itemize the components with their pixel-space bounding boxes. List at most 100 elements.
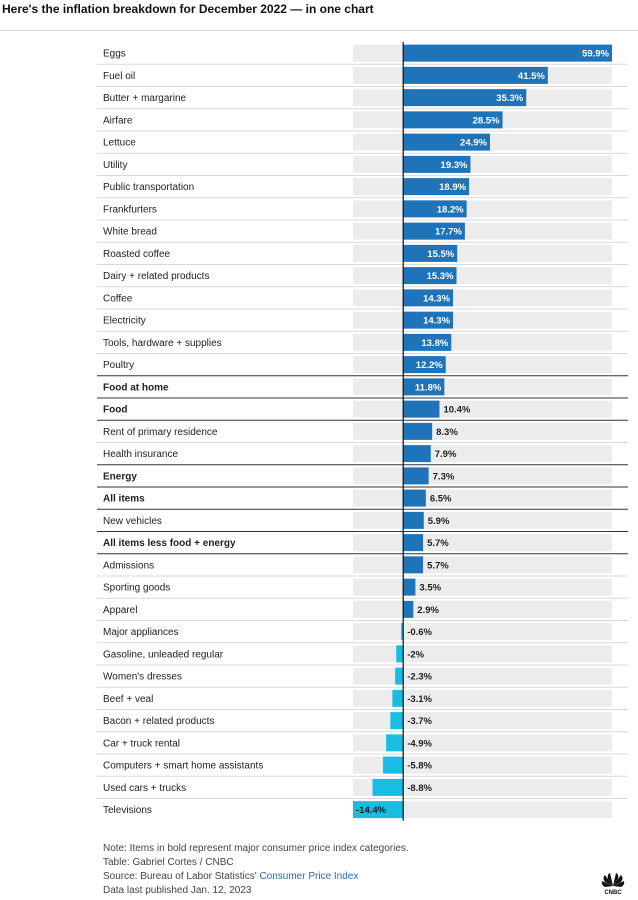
value-label: 6.5% [430, 494, 452, 505]
value-label: 18.9% [439, 182, 466, 193]
bar [403, 600, 414, 618]
category-label: Sporting goods [103, 583, 170, 594]
value-label: 7.3% [433, 471, 455, 482]
category-label: Fuel oil [103, 71, 135, 82]
value-label: 59.9% [582, 49, 609, 60]
value-label: 24.9% [460, 138, 487, 149]
value-label: 14.3% [423, 316, 450, 327]
category-label: Frankfurters [103, 204, 157, 215]
category-label: Coffee [103, 293, 133, 304]
value-label: -3.7% [407, 716, 432, 727]
bar [403, 89, 527, 107]
category-label: Food at home [103, 382, 169, 393]
category-label: Health insurance [103, 449, 178, 460]
category-label: Beef + veal [103, 694, 153, 705]
value-label: -3.1% [407, 694, 432, 705]
bar-track [353, 400, 612, 418]
value-label: -0.6% [407, 627, 432, 638]
bar [403, 578, 416, 596]
bar [403, 289, 454, 307]
source-prefix: Source: Bureau of Labor Statistics' [103, 871, 260, 882]
bar [396, 645, 404, 663]
bar-track [353, 378, 612, 396]
category-label: Televisions [103, 805, 152, 816]
category-label: Dairy + related products [103, 271, 209, 282]
bar [403, 556, 424, 574]
bar [403, 445, 431, 463]
bar-track [353, 222, 612, 240]
bar-track [353, 734, 612, 752]
bar [382, 756, 404, 774]
header-divider [0, 30, 638, 31]
value-label: 19.3% [441, 160, 468, 171]
bar-track [353, 356, 612, 374]
category-label: Energy [103, 471, 137, 482]
category-label: White bread [103, 227, 157, 238]
bar [403, 356, 446, 374]
bar [372, 778, 404, 796]
value-label: -2.3% [407, 672, 432, 683]
bar-track [353, 600, 612, 618]
bar [386, 734, 404, 752]
bar-track [353, 289, 612, 307]
value-label: -2% [407, 649, 424, 660]
bar [403, 222, 465, 240]
value-label: -4.9% [407, 738, 432, 749]
value-label: 8.3% [436, 427, 458, 438]
value-label: 10.4% [443, 405, 470, 416]
published-date: Data last published Jan. 12, 2023 [103, 885, 252, 896]
category-label: Eggs [103, 49, 126, 60]
category-label: All items [103, 494, 145, 505]
value-label: 12.2% [416, 360, 443, 371]
value-label: 11.8% [415, 382, 442, 393]
bar-track [353, 556, 612, 574]
bar-track [353, 422, 612, 440]
bar-track [353, 801, 612, 819]
bar-track [353, 623, 612, 641]
category-label: New vehicles [103, 516, 162, 527]
bar-track [353, 155, 612, 173]
category-label: Utility [103, 160, 127, 171]
category-label: Public transportation [103, 182, 194, 193]
value-label: 18.2% [437, 204, 464, 215]
bar-track [353, 756, 612, 774]
category-label: Electricity [103, 316, 146, 327]
chart-notes: Note: Items in bold represent major cons… [103, 842, 409, 898]
bar [403, 333, 452, 351]
bar-track [353, 311, 612, 329]
bar [403, 244, 458, 262]
source-line: Source: Bureau of Labor Statistics' Cons… [103, 870, 409, 884]
bar [353, 801, 404, 819]
category-label: Major appliances [103, 627, 179, 638]
category-label: Bacon + related products [103, 716, 214, 727]
bar [403, 534, 424, 552]
bar [403, 200, 467, 218]
value-label: 14.3% [423, 293, 450, 304]
bar-track [353, 489, 612, 507]
value-label: 5.9% [428, 516, 450, 527]
category-label: Airfare [103, 115, 133, 126]
category-label: Women's dresses [103, 672, 182, 683]
bar-track [353, 578, 612, 596]
value-label: 17.7% [435, 227, 462, 238]
bar [395, 667, 404, 685]
category-label: Gasoline, unleaded regular [103, 649, 224, 660]
bar-track [353, 645, 612, 663]
bar-track [353, 445, 612, 463]
bar [403, 400, 440, 418]
source-link[interactable]: Consumer Price Index [259, 871, 359, 882]
bar [403, 267, 457, 285]
value-label: 2.9% [417, 605, 439, 616]
bar [403, 311, 454, 329]
category-label: Car + truck rental [103, 738, 180, 749]
bar-track [353, 712, 612, 730]
bar [403, 489, 426, 507]
value-label: 28.5% [473, 115, 500, 126]
value-label: 15.3% [427, 271, 454, 282]
cnbc-peacock-icon: CNBC [601, 873, 625, 896]
bar-track [353, 244, 612, 262]
logo-text: CNBC [604, 890, 622, 896]
category-label: Used cars + trucks [103, 783, 186, 794]
chart-title: Here's the inflation breakdown for Decem… [2, 2, 374, 16]
value-label: -5.8% [407, 761, 432, 772]
